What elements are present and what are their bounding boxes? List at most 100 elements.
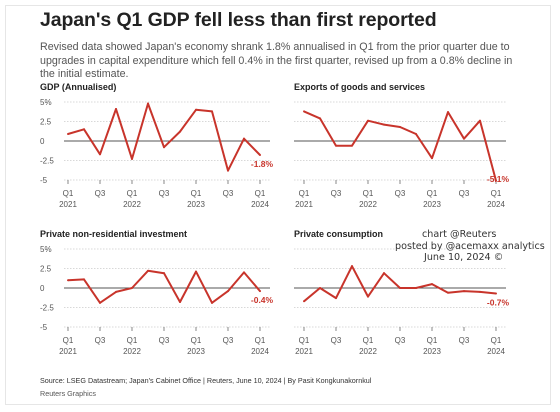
x-tick-year-label: 2023 bbox=[187, 200, 205, 209]
x-tick-label: Q1 bbox=[63, 336, 74, 345]
data-point bbox=[179, 301, 181, 304]
data-point bbox=[367, 119, 369, 122]
x-tick-year-label: 2022 bbox=[359, 347, 377, 356]
credit-posted-by: posted by @acemaxx analytics bbox=[395, 241, 545, 252]
x-tick-label: Q1 bbox=[427, 336, 438, 345]
x-tick-label: Q1 bbox=[63, 189, 74, 198]
data-point bbox=[115, 290, 117, 293]
data-point bbox=[447, 111, 449, 114]
data-point bbox=[259, 290, 261, 293]
data-point bbox=[431, 283, 433, 286]
data-point bbox=[131, 287, 133, 289]
data-point bbox=[463, 290, 465, 293]
data-point bbox=[495, 179, 497, 182]
y-tick-label: -2.5 bbox=[40, 157, 54, 166]
series-line bbox=[67, 269, 261, 304]
data-point bbox=[319, 287, 321, 289]
data-point bbox=[335, 297, 337, 300]
x-tick-year-label: 2024 bbox=[487, 347, 505, 356]
data-point bbox=[227, 169, 229, 172]
y-tick-label: -5 bbox=[40, 176, 48, 185]
data-point bbox=[335, 144, 337, 147]
data-point bbox=[243, 137, 245, 140]
x-tick-label: Q3 bbox=[223, 189, 234, 198]
source-note: Source: LSEG Datastream; Japan's Cabinet… bbox=[40, 376, 372, 385]
data-point bbox=[243, 271, 245, 274]
data-point bbox=[147, 102, 149, 105]
x-tick-label: Q3 bbox=[459, 189, 470, 198]
x-tick-year-label: 2022 bbox=[123, 347, 141, 356]
data-point bbox=[431, 157, 433, 160]
series-line bbox=[303, 265, 497, 303]
y-tick-label: 0 bbox=[40, 284, 45, 293]
x-tick-label: Q3 bbox=[95, 189, 106, 198]
x-tick-label: Q3 bbox=[223, 336, 234, 345]
x-tick-year-label: 2021 bbox=[59, 347, 77, 356]
x-tick-label: Q1 bbox=[255, 336, 266, 345]
x-tick-label: Q1 bbox=[255, 189, 266, 198]
credit-reuters: chart @Reuters bbox=[422, 229, 497, 240]
x-tick-label: Q1 bbox=[363, 336, 374, 345]
panel-title-gdp: GDP (Annualised) bbox=[40, 82, 117, 92]
x-tick-year-label: 2022 bbox=[359, 200, 377, 209]
data-point bbox=[383, 272, 385, 275]
data-point bbox=[195, 108, 197, 111]
data-point bbox=[163, 272, 165, 275]
data-point bbox=[195, 270, 197, 273]
data-point bbox=[259, 154, 261, 157]
end-value-label: -0.7% bbox=[487, 297, 510, 307]
graphics-credit: Reuters Graphics bbox=[40, 389, 96, 398]
x-tick-year-label: 2023 bbox=[423, 200, 441, 209]
x-tick-year-label: 2022 bbox=[123, 200, 141, 209]
y-tick-label: 5% bbox=[40, 98, 52, 107]
x-tick-label: Q3 bbox=[395, 336, 406, 345]
data-point bbox=[367, 295, 369, 298]
data-point bbox=[383, 123, 385, 126]
credit-date: June 10, 2024 © bbox=[424, 252, 504, 263]
x-tick-label: Q3 bbox=[159, 189, 170, 198]
x-tick-year-label: 2024 bbox=[487, 200, 505, 209]
data-point bbox=[415, 287, 417, 289]
x-tick-year-label: 2021 bbox=[295, 200, 313, 209]
panel-title-exports: Exports of goods and services bbox=[294, 82, 426, 92]
x-tick-label: Q1 bbox=[191, 336, 202, 345]
x-tick-year-label: 2024 bbox=[251, 200, 269, 209]
data-point bbox=[399, 125, 401, 128]
panel-title-investment: Private non-residential investment bbox=[40, 229, 188, 239]
y-tick-label: 0 bbox=[40, 137, 45, 146]
x-tick-label: Q1 bbox=[127, 336, 138, 345]
data-point bbox=[99, 301, 101, 304]
data-point bbox=[479, 290, 481, 293]
x-tick-label: Q1 bbox=[299, 189, 310, 198]
data-point bbox=[351, 144, 353, 147]
chart-subtitle: Revised data showed Japan's economy shra… bbox=[40, 41, 513, 81]
consumption-line-chart: Q1 2021 Q3 Q1 2022 Q3 Q1 2023 Q3 Q1 2024 -0.7% bbox=[294, 248, 510, 356]
gdp-line-chart: 5% 2.5 0 -2.5 -5 Q1 2021 Q3 Q1 2022 Q3 Q1 2023 Q3 Q1 20… bbox=[40, 98, 274, 209]
data-point bbox=[83, 278, 85, 281]
x-tick-label: Q3 bbox=[459, 336, 470, 345]
data-point bbox=[99, 153, 101, 156]
end-value-label: -1.8% bbox=[251, 159, 274, 169]
data-point bbox=[303, 110, 305, 113]
y-tick-label: 5% bbox=[40, 245, 52, 254]
x-tick-label: Q3 bbox=[331, 189, 342, 198]
x-tick-label: Q3 bbox=[395, 189, 406, 198]
data-point bbox=[131, 157, 133, 160]
x-tick-year-label: 2023 bbox=[187, 347, 205, 356]
x-tick-label: Q1 bbox=[191, 189, 202, 198]
end-value-label: -0.4% bbox=[251, 295, 274, 305]
y-tick-label: 2.5 bbox=[40, 118, 52, 127]
x-tick-label: Q3 bbox=[159, 336, 170, 345]
panel-title-consumption: Private consumption bbox=[294, 229, 384, 239]
data-point bbox=[495, 292, 497, 295]
x-tick-label: Q1 bbox=[427, 189, 438, 198]
x-tick-year-label: 2024 bbox=[251, 347, 269, 356]
x-tick-year-label: 2021 bbox=[59, 200, 77, 209]
x-tick-label: Q1 bbox=[491, 336, 502, 345]
data-point bbox=[447, 291, 449, 294]
y-tick-label: 2.5 bbox=[40, 265, 52, 274]
data-point bbox=[227, 290, 229, 293]
chart-title: Japan's Q1 GDP fell less than first repo… bbox=[40, 9, 437, 31]
x-tick-year-label: 2021 bbox=[295, 347, 313, 356]
x-tick-label: Q1 bbox=[363, 189, 374, 198]
